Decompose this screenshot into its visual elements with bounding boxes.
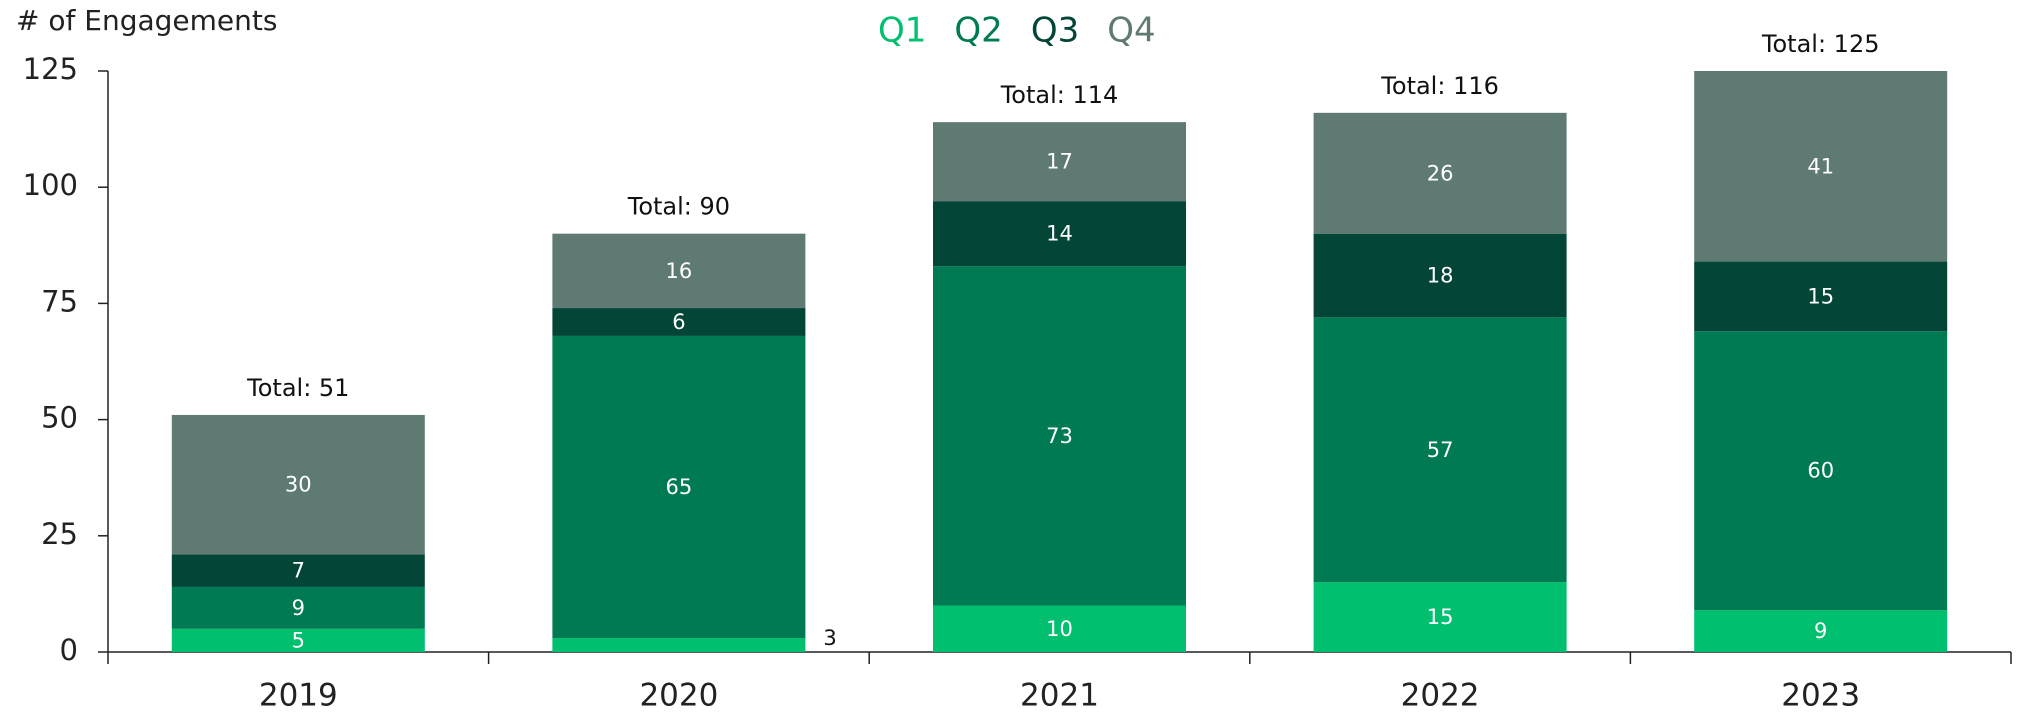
- data-label: 15: [1807, 284, 1834, 308]
- data-label: 41: [1807, 154, 1834, 178]
- bar-segment: [1694, 261, 1948, 332]
- x-tick-label: 2020: [639, 678, 718, 713]
- data-label: 10: [1046, 617, 1073, 641]
- bar-segment: [171, 554, 425, 587]
- data-label: 9: [292, 596, 305, 620]
- total-label: Total: 125: [1761, 30, 1880, 58]
- data-label: 15: [1427, 605, 1454, 629]
- bar-segment: [552, 308, 806, 336]
- y-tick-label: 0: [60, 633, 78, 667]
- total-label: Total: 116: [1380, 72, 1499, 100]
- legend-entry: Q2: [954, 11, 1002, 51]
- y-tick-label: 100: [23, 168, 78, 202]
- data-label: 26: [1427, 161, 1454, 185]
- data-label: 16: [666, 259, 693, 283]
- bar-segment: [933, 201, 1186, 267]
- bar-segment: [1313, 317, 1567, 583]
- data-label: 65: [666, 475, 693, 499]
- bar-segment: [552, 233, 806, 309]
- bar-segment: [171, 586, 425, 629]
- data-label: 9: [1814, 619, 1827, 643]
- bar-segment: [171, 628, 425, 652]
- data-label: 57: [1427, 438, 1454, 462]
- bar-segment: [552, 335, 806, 639]
- x-tick-label: 2022: [1401, 678, 1480, 713]
- data-label: 7: [292, 559, 305, 583]
- bar-segment: [1694, 610, 1948, 652]
- bar-segment: [171, 414, 425, 555]
- data-label: 17: [1046, 150, 1073, 174]
- y-tick-label: 75: [41, 284, 78, 318]
- data-label: 73: [1046, 424, 1073, 448]
- data-label: 14: [1046, 222, 1073, 246]
- y-tick-label: 25: [41, 517, 78, 551]
- bar-segment: [1313, 582, 1567, 652]
- y-axis-label: # of Engagements: [16, 4, 277, 37]
- x-tick-label: 2021: [1020, 678, 1099, 713]
- y-tick-label: 125: [23, 52, 78, 86]
- bar-segment: [1694, 71, 1948, 262]
- bar-segment: [1313, 233, 1567, 318]
- legend-entry: Q4: [1107, 11, 1155, 51]
- bar-segment: [552, 638, 806, 652]
- total-label: Total: 90: [627, 193, 730, 221]
- bar-segment: [933, 266, 1186, 606]
- data-label: 18: [1427, 264, 1454, 288]
- bar-segment: [1313, 112, 1567, 234]
- x-tick-label: 2019: [259, 678, 338, 713]
- bar-segment: [1694, 331, 1948, 611]
- data-label: 3: [823, 626, 836, 650]
- legend-entry: Q3: [1031, 11, 1079, 51]
- bar-segment: [933, 122, 1186, 202]
- total-label: Total: 51: [246, 374, 349, 402]
- bar-segment: [933, 605, 1186, 652]
- total-label: Total: 114: [1000, 81, 1119, 109]
- data-label: 60: [1807, 459, 1834, 483]
- data-label: 5: [292, 628, 305, 652]
- data-label: 6: [672, 310, 685, 334]
- x-tick-label: 2023: [1781, 678, 1860, 713]
- data-label: 30: [285, 473, 312, 497]
- y-tick-label: 50: [41, 401, 78, 435]
- legend-entry: Q1: [878, 11, 926, 51]
